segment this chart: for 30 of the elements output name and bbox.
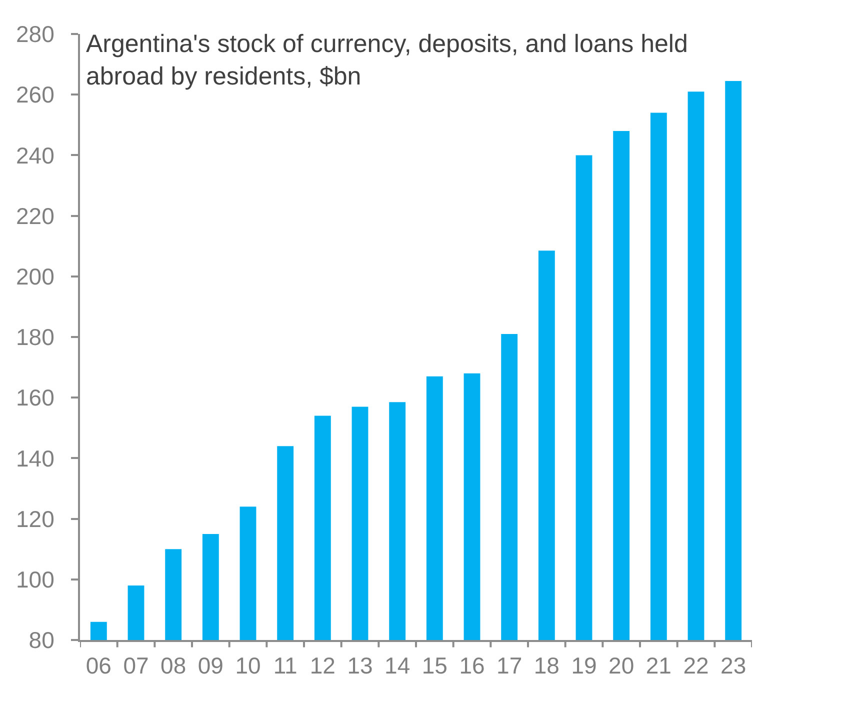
- y-tick-label: 240: [16, 142, 54, 168]
- x-tick-label: 13: [347, 652, 373, 679]
- x-tick-label: 18: [534, 652, 560, 679]
- x-tick-label: 22: [683, 652, 709, 679]
- y-tick-label: 140: [16, 445, 54, 472]
- x-tick-label: 09: [198, 652, 224, 679]
- y-tick-label: 100: [16, 566, 54, 592]
- y-tick-label: 200: [16, 263, 54, 290]
- x-tick-label: 23: [720, 652, 746, 679]
- y-tick-label: 220: [16, 202, 54, 229]
- x-tick-label: 08: [160, 652, 186, 679]
- y-tick-label: 120: [16, 506, 54, 532]
- y-tick-label: 160: [16, 384, 54, 411]
- x-tick-label: 12: [310, 652, 336, 679]
- y-tick-label: 260: [16, 82, 54, 108]
- x-tick-label: 10: [235, 652, 261, 679]
- x-tick-label: 20: [608, 652, 634, 679]
- y-tick-label: 80: [28, 627, 54, 654]
- y-tick-label: 180: [16, 324, 54, 350]
- y-tick-label: 280: [16, 21, 54, 48]
- x-tick-label: 07: [123, 652, 149, 679]
- x-tick-label: 19: [571, 652, 597, 679]
- x-tick-label: 21: [646, 652, 672, 679]
- x-tick-label: 15: [422, 652, 448, 679]
- text: Argentina's stock of currency, deposits, and loans held abroad by residents, $bn: [86, 30, 688, 90]
- x-tick-label: 11: [273, 652, 298, 679]
- x-tick-label: 06: [86, 652, 112, 679]
- x-tick-label: 14: [384, 652, 410, 679]
- x-tick-label: 16: [459, 652, 485, 679]
- x-tick-label: 17: [496, 652, 522, 679]
